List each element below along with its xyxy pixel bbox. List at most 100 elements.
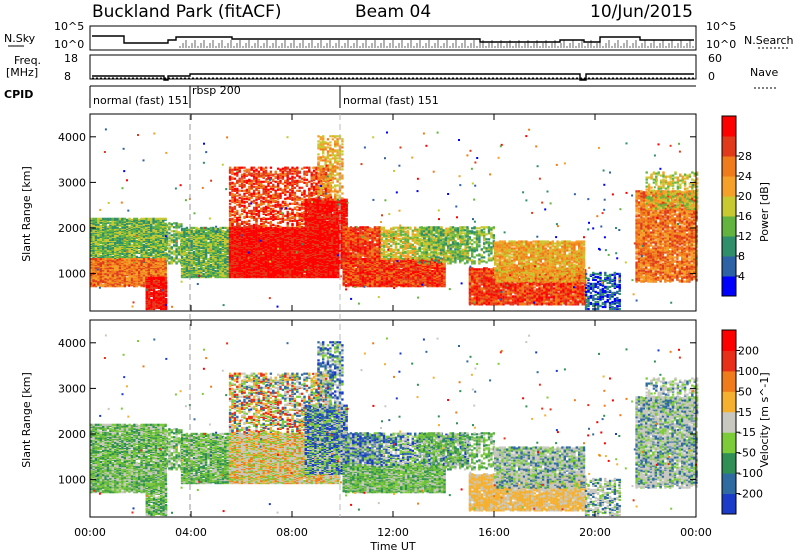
power-cell: [155, 226, 157, 228]
power-cell: [203, 247, 205, 249]
nsky-tick-bottom: 10^0: [54, 38, 84, 51]
power-cell: [131, 279, 133, 281]
power-cell: [114, 247, 116, 249]
power-cell: [140, 258, 142, 260]
power-cell: [152, 218, 154, 220]
power-cell: [124, 266, 126, 268]
freq-tick-top: 18: [64, 52, 78, 65]
power-cell: [231, 263, 233, 265]
cpid-label: CPID: [4, 88, 33, 101]
power-cell: [150, 285, 152, 287]
power-cell: [136, 256, 138, 258]
power-cell: [133, 271, 135, 273]
power-cell: [109, 222, 111, 224]
power-cell: [203, 233, 205, 235]
power-cell: [100, 255, 102, 257]
power-cell: [157, 233, 159, 235]
power-cell: [133, 263, 135, 265]
power-cell: [116, 259, 118, 261]
power-cell: [136, 249, 138, 251]
power-cell: [173, 226, 175, 228]
power-cell: [157, 249, 159, 251]
power-cell: [183, 246, 185, 248]
power-cell: [104, 256, 106, 258]
power-cell: [186, 256, 188, 258]
power-cell: [178, 246, 180, 248]
power-cell: [155, 307, 157, 309]
power-cell: [195, 242, 197, 244]
power-cell: [109, 258, 111, 260]
power-cell: [289, 227, 291, 229]
power-cell: [100, 284, 102, 286]
power-cell: [166, 253, 168, 255]
power-cell: [153, 299, 155, 301]
power-cell: [109, 280, 111, 282]
power-cell: [131, 266, 133, 268]
power-cell: [231, 227, 233, 229]
power-cell: [150, 222, 152, 224]
power-cell: [207, 265, 209, 267]
power-cell: [243, 267, 245, 269]
power-cell: [166, 224, 168, 226]
power-cell: [128, 273, 130, 275]
power-cell: [121, 250, 123, 252]
power-cell: [291, 263, 293, 265]
power-cell: [128, 226, 130, 228]
nsearch-trace: [180, 40, 693, 48]
power-cell: [205, 261, 207, 263]
power-cell: [145, 237, 147, 239]
power-cell: [207, 231, 209, 233]
power-heatmap: [90, 128, 698, 310]
power-cell: [152, 229, 154, 231]
power-cell: [112, 243, 114, 245]
power-cell: [136, 240, 138, 242]
power-cell: [162, 230, 164, 232]
power-cell: [205, 254, 207, 256]
power-cell: [157, 218, 159, 220]
power-cell: [188, 252, 190, 254]
power-cell: [131, 224, 133, 226]
power-cell: [148, 221, 150, 223]
power-cell: [234, 248, 236, 250]
power-cell: [102, 247, 104, 249]
power-cell: [191, 252, 193, 254]
power-cell: [100, 250, 102, 252]
power-cell: [160, 246, 162, 248]
power-cell: [126, 219, 128, 221]
power-cell: [158, 298, 160, 300]
power-cell: [136, 275, 138, 277]
power-cell: [114, 218, 116, 220]
power-cell: [92, 234, 94, 236]
power-cell: [128, 218, 130, 220]
power-cell: [162, 296, 164, 298]
power-cell: [181, 273, 183, 275]
power-cell: [222, 272, 224, 274]
power-cell: [107, 226, 109, 228]
power-cell: [203, 245, 205, 247]
power-cell: [178, 225, 180, 227]
power-cell: [95, 258, 97, 260]
power-cell: [186, 227, 188, 229]
power-cell: [191, 272, 193, 274]
power-cell: [124, 246, 126, 248]
power-cell: [175, 261, 177, 263]
power-cell: [102, 258, 104, 260]
power-cell: [131, 258, 133, 260]
power-cell: [166, 247, 168, 249]
power-cell: [119, 251, 121, 253]
power-cell: [171, 251, 173, 253]
power-cell: [143, 231, 145, 233]
power-cell: [138, 258, 140, 260]
power-cell: [287, 239, 289, 241]
power-cell: [119, 275, 121, 277]
power-cell: [222, 236, 224, 238]
power-cell: [119, 267, 121, 269]
power-cell: [160, 293, 162, 295]
power-cell: [150, 262, 152, 264]
power-cell: [155, 301, 157, 303]
power-cell: [171, 237, 173, 239]
power-cell: [153, 277, 155, 279]
power-cell: [203, 267, 205, 269]
power-cell: [217, 255, 219, 257]
power-cell: [92, 245, 94, 247]
